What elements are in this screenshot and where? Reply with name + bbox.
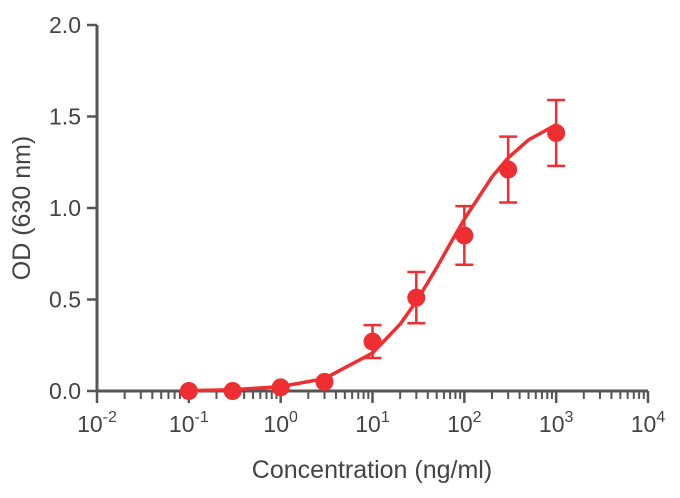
- x-tick-label: 103: [539, 409, 574, 437]
- y-tick-label: 2.0: [49, 12, 81, 38]
- y-tick-label: 1.5: [49, 104, 81, 130]
- x-tick-label: 104: [631, 409, 666, 437]
- data-points: [179, 98, 566, 400]
- y-axis-label: OD (630 nm): [8, 136, 36, 280]
- x-axis-label: Concentration (ng/ml): [252, 456, 492, 484]
- data-point: [363, 332, 382, 351]
- data-point: [499, 160, 518, 179]
- data-point: [223, 382, 242, 400]
- data-point: [271, 378, 290, 397]
- data-point: [179, 382, 198, 400]
- x-tick-label: 102: [447, 409, 482, 437]
- x-tick-label: 100: [263, 409, 298, 437]
- x-tick-label: 101: [355, 409, 390, 437]
- data-point: [315, 372, 334, 391]
- data-point: [547, 123, 566, 142]
- y-tick-label: 0.5: [49, 287, 81, 313]
- data-point: [455, 226, 474, 245]
- x-tick-label: 10-2: [77, 409, 117, 437]
- data-point: [407, 288, 426, 307]
- axes: 10-2 10-1 100 101 102 103 104 0.0 0.5 1.0 1.5 2.0: [49, 12, 665, 437]
- y-tick-label: 0.0: [49, 378, 81, 404]
- x-tick-label: 10-1: [169, 409, 209, 437]
- y-tick-label: 1.0: [49, 195, 81, 221]
